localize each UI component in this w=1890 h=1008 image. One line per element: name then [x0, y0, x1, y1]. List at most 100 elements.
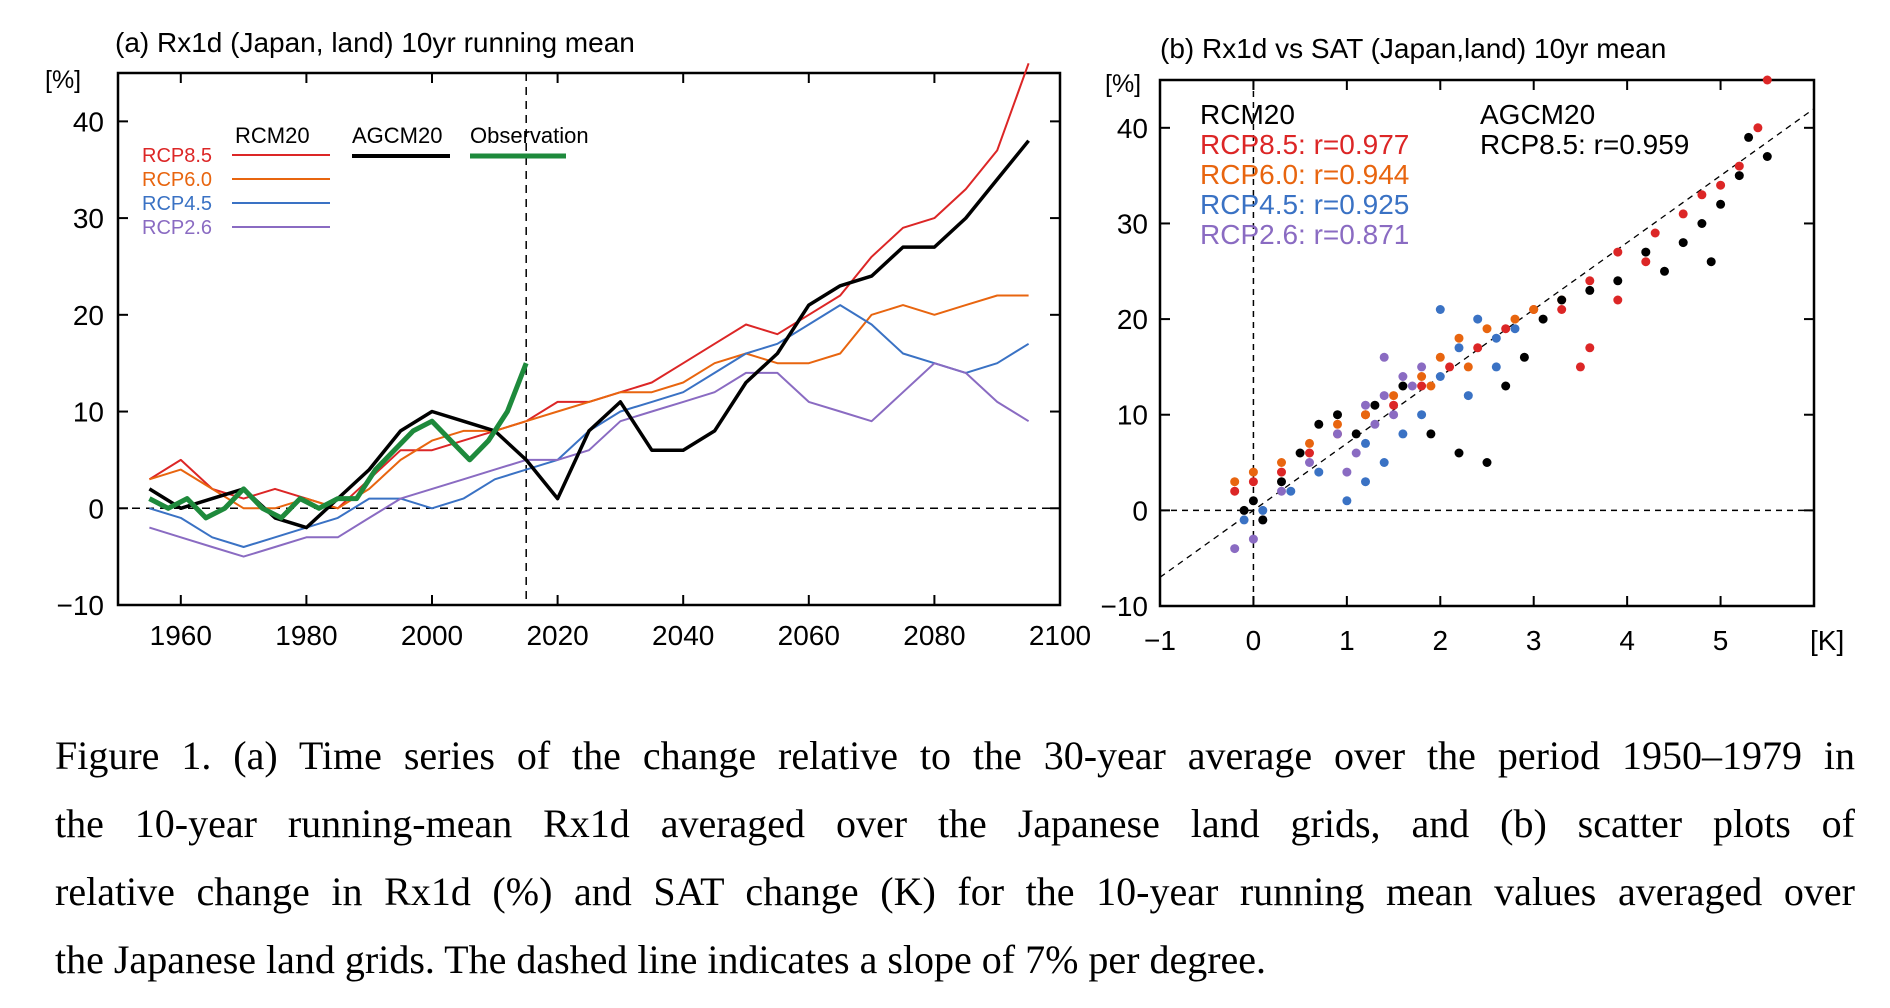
scatter-point: [1463, 391, 1473, 401]
scatter-point: [1529, 305, 1539, 314]
b-corr-label: RCP6.0: r=0.944: [1200, 159, 1409, 190]
y-tick-label: 40: [73, 106, 104, 137]
b-corr-label: RCP8.5: r=0.977: [1200, 129, 1409, 160]
scatter-point: [1463, 362, 1473, 372]
scatter-point: [1454, 448, 1464, 458]
x-tick-label: 2080: [903, 620, 965, 651]
series-line-rcp4-5: [149, 304, 1030, 548]
legend-obs-header: Observation: [470, 123, 589, 148]
scatter-point: [1613, 247, 1623, 257]
scatter-point: [1379, 458, 1389, 467]
scatter-point: [1501, 324, 1511, 334]
x-tick-label: 5: [1713, 625, 1729, 656]
scatter-point: [1575, 362, 1585, 372]
legend-label-rcp26: RCP2.6: [142, 217, 212, 239]
panel-b-ylabel: [%]: [1105, 70, 1141, 98]
legend-agcm-header: AGCM20: [352, 123, 442, 148]
scatter-point: [1660, 266, 1669, 276]
scatter-point: [1678, 238, 1688, 248]
scatter-point: [1716, 180, 1726, 190]
y-tick-label: 30: [73, 203, 104, 234]
y-tick-label: −10: [1101, 591, 1149, 622]
scatter-point: [1248, 467, 1258, 477]
x-tick-label: −1: [1144, 625, 1176, 656]
scatter-point: [1491, 362, 1501, 372]
scatter-point: [1389, 400, 1399, 410]
scatter-point: [1435, 352, 1445, 362]
series-line-rcp2-6: [149, 362, 1030, 558]
y-tick-label: 20: [73, 300, 104, 331]
scatter-point: [1248, 477, 1258, 487]
scatter-point: [1585, 285, 1595, 295]
scatter-point: [1706, 257, 1716, 267]
scatter-point: [1417, 362, 1427, 372]
series-line-agcm20-rcp8-5: [148, 139, 1030, 530]
scatter-point: [1641, 257, 1651, 267]
panel-a-ylabel: [%]: [45, 66, 81, 94]
scatter-point: [1286, 486, 1296, 496]
y-tick-label: 30: [1117, 208, 1148, 239]
x-tick-label: 0: [1246, 625, 1262, 656]
scatter-point: [1398, 381, 1408, 391]
scatter-point: [1744, 132, 1754, 142]
caption-line-3: relative change in Rx1d (%) and SAT chan…: [55, 869, 1855, 914]
y-tick-label: 20: [1117, 304, 1148, 335]
scatter-point: [1716, 199, 1726, 209]
scatter-point: [1314, 419, 1324, 429]
scatter-point: [1510, 314, 1520, 324]
scatter-point: [1585, 276, 1595, 286]
scatter-point: [1678, 209, 1688, 219]
panel-b-title: (b) Rx1d vs SAT (Japan,land) 10yr mean: [1160, 33, 1666, 64]
panel-b-frame: [1158, 78, 1816, 608]
legend-label-rcp85: RCP8.5: [142, 145, 212, 167]
scatter-point: [1398, 372, 1408, 381]
panel-b-legend: RCM20 AGCM20 RCP8.5: r=0.959 RCP8.5: r=0…: [1200, 99, 1689, 250]
scatter-point: [1295, 448, 1305, 458]
scatter-point: [1585, 343, 1595, 353]
b-corr-label: RCP4.5: r=0.925: [1200, 189, 1409, 220]
x-tick-label: 3: [1526, 625, 1542, 656]
x-tick-label: 2040: [652, 620, 714, 651]
legend-label-rcp60: RCP6.0: [142, 169, 212, 191]
scatter-point: [1762, 152, 1772, 161]
scatter-point: [1753, 123, 1763, 133]
scatter-point: [1370, 419, 1380, 429]
scatter-point: [1342, 467, 1352, 477]
x-tick-label: 2060: [778, 620, 840, 651]
scatter-point: [1650, 228, 1660, 238]
scatter-point: [1389, 391, 1399, 401]
scatter-point: [1258, 505, 1268, 515]
scatter-point: [1333, 410, 1342, 420]
scatter-point: [1426, 429, 1436, 439]
scatter-point: [1258, 515, 1268, 525]
legend-label-rcp45: RCP4.5: [142, 193, 212, 215]
scatter-point: [1379, 352, 1389, 362]
scatter-point: [1333, 419, 1342, 429]
scatter-point: [1333, 429, 1342, 439]
scatter-point: [1230, 544, 1240, 554]
scatter-point: [1305, 438, 1314, 448]
caption-line-1: Figure 1. (a) Time series of the change …: [55, 733, 1855, 778]
scatter-point: [1435, 305, 1445, 314]
scatter-point: [1361, 438, 1370, 448]
x-tick-label: 1980: [275, 620, 337, 651]
scatter-point: [1361, 410, 1370, 420]
scatter-point: [1613, 295, 1623, 305]
scatter-point: [1342, 496, 1352, 506]
scatter-point: [1361, 477, 1370, 487]
scatter-point: [1641, 247, 1651, 257]
scatter-point: [1351, 429, 1361, 439]
scatter-point: [1314, 467, 1324, 477]
scatter-point: [1557, 305, 1567, 314]
y-tick-label: −10: [57, 590, 105, 621]
scatter-point: [1697, 219, 1707, 228]
series-line-observation: [148, 362, 529, 521]
scatter-point: [1277, 477, 1286, 487]
scatter-point: [1454, 343, 1464, 353]
figure-caption: Figure 1. (a) Time series of the change …: [55, 722, 1855, 994]
b-corr-label: RCP2.6: r=0.871: [1200, 219, 1409, 250]
scatter-point: [1239, 515, 1249, 525]
scatter-point: [1277, 467, 1286, 477]
panel-a-frame: [116, 71, 1062, 607]
